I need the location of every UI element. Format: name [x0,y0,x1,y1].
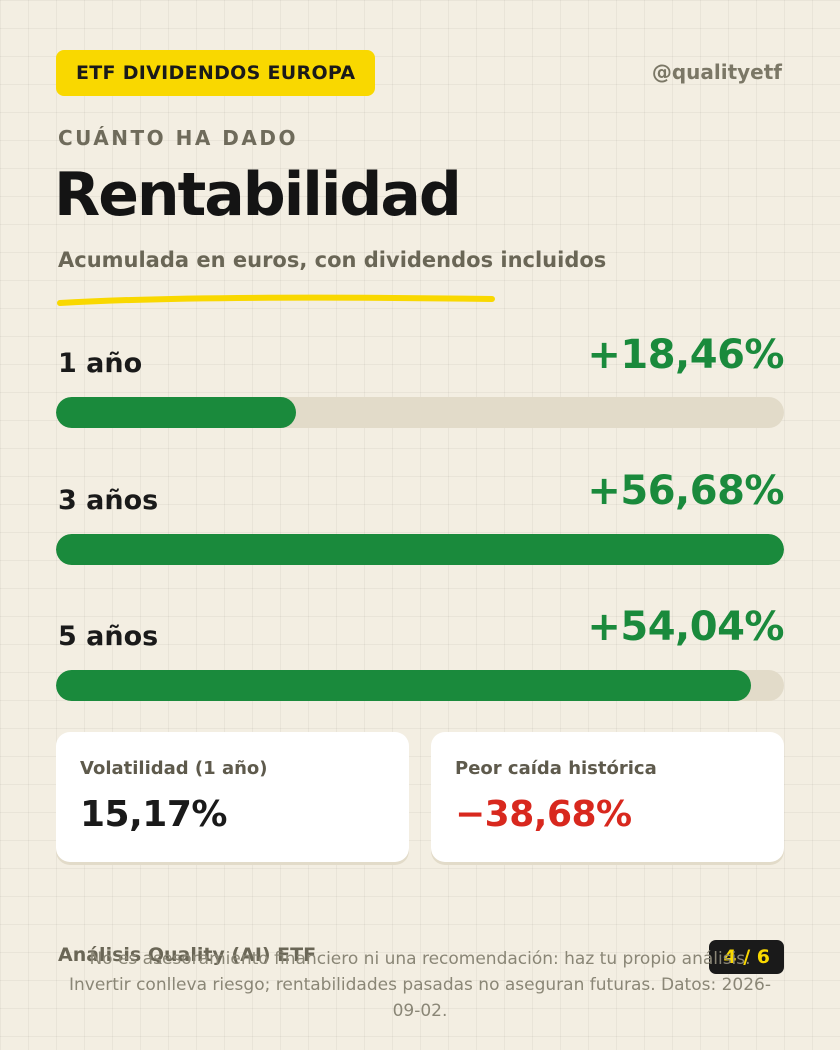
return-value-3y: +56,68% [587,468,784,514]
return-label-3y: 3 años [58,485,159,516]
return-bar-fill-5y [56,670,751,701]
page-subtitle: Acumulada en euros, con dividendos inclu… [58,248,607,272]
return-value-1y: +18,46% [587,332,784,378]
footer-brand: Análisis Quality (AI) ETF [58,944,317,966]
return-bar-track-1y [56,397,784,428]
category-tag: ETF DIVIDENDOS EUROPA [56,50,376,96]
return-bar-track-5y [56,670,784,701]
volatility-card: Volatilidad (1 año) 15,17% [56,732,409,862]
return-bar-fill-3y [56,534,784,565]
volatility-value: 15,17% [80,794,227,835]
drawdown-card: Peor caída histórica −38,68% [431,732,784,862]
disclaimer-text: No es asesoramiento financiero ni una re… [69,949,771,1021]
return-bar-track-3y [56,534,784,565]
page-indicator: 4 / 6 [709,940,784,974]
volatility-label: Volatilidad (1 año) [80,758,268,779]
return-value-5y: +54,04% [587,604,784,650]
page-title: Rentabilidad [54,160,462,230]
account-handle: @qualityetf [651,60,782,84]
highlight-underline [57,294,495,306]
return-label-5y: 5 años [58,621,159,652]
return-bar-fill-1y [56,397,297,428]
return-label-1y: 1 año [58,348,143,379]
drawdown-value: −38,68% [455,794,632,835]
section-kicker: CUÁNTO HA DADO [58,126,298,150]
drawdown-label: Peor caída histórica [455,758,657,779]
